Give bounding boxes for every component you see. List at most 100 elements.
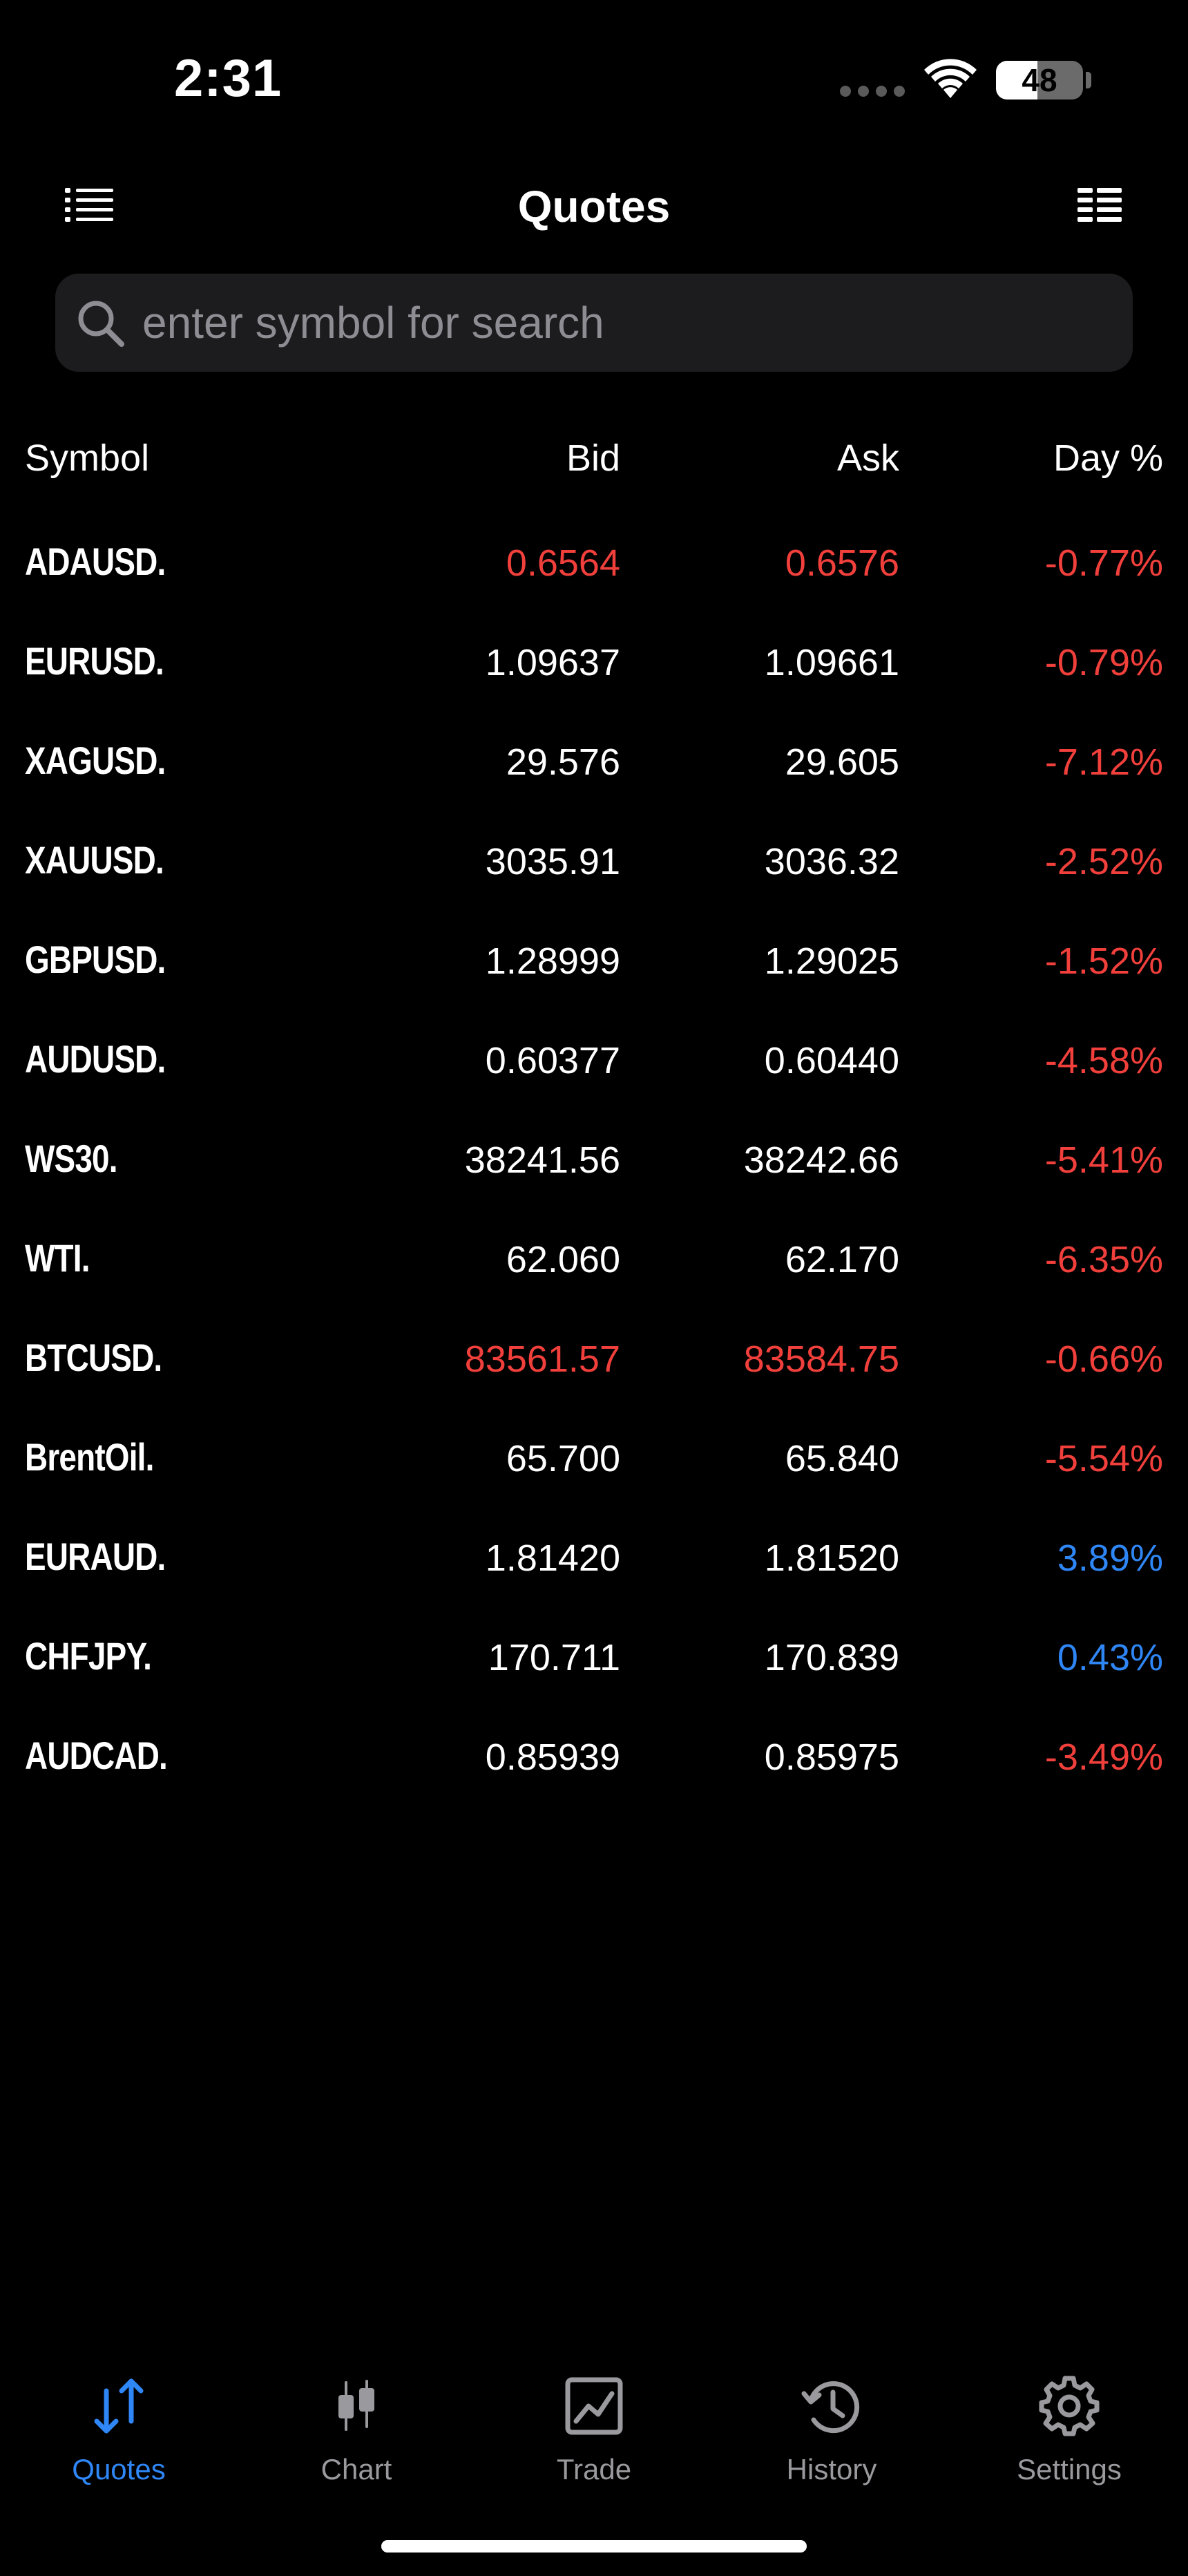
- battery-fill: [996, 61, 1038, 100]
- tab-settings[interactable]: Settings: [950, 2356, 1188, 2508]
- quote-ask: 0.60440: [764, 1040, 899, 1081]
- quote-row[interactable]: ADAUSD. 0.6564 0.6576 -0.77%: [0, 525, 1188, 625]
- quote-row[interactable]: CHFJPY. 170.711 170.839 0.43%: [0, 1620, 1188, 1719]
- tab-label: Quotes: [72, 2453, 166, 2485]
- status-time: 2:31: [174, 49, 282, 108]
- quote-ask: 29.605: [785, 741, 899, 783]
- quote-row[interactable]: AUDUSD. 0.60377 0.60440 -4.58%: [0, 1023, 1188, 1122]
- tab-trade[interactable]: Trade: [475, 2356, 713, 2508]
- quote-day-change: 0.43%: [1057, 1637, 1163, 1678]
- list-icon[interactable]: [61, 184, 116, 232]
- tab-label: History: [786, 2453, 877, 2485]
- battery-nub: [1086, 72, 1091, 88]
- quote-symbol: GBPUSD.: [25, 938, 166, 981]
- tab-bar: Quotes Chart Trade History: [0, 2356, 1188, 2508]
- search-bar[interactable]: [55, 274, 1133, 372]
- tab-history[interactable]: History: [713, 2356, 950, 2508]
- quote-ask: 38242.66: [743, 1139, 899, 1181]
- quote-ask: 62.170: [785, 1239, 899, 1280]
- quote-bid: 65.700: [506, 1438, 620, 1479]
- quote-bid: 3035.91: [485, 841, 620, 882]
- header-symbol[interactable]: Symbol: [25, 437, 150, 479]
- history-clock-icon: [801, 2381, 860, 2434]
- quote-day-change: -4.58%: [1044, 1040, 1163, 1081]
- quote-ask: 1.09661: [764, 642, 899, 683]
- quote-bid: 29.576: [506, 741, 620, 783]
- cellular-signal-icon: [840, 86, 905, 97]
- quote-symbol: XAUUSD.: [25, 838, 164, 882]
- quote-row[interactable]: EURUSD. 1.09637 1.09661 -0.79%: [0, 625, 1188, 724]
- quote-symbol: WTI.: [25, 1236, 90, 1280]
- header-ask[interactable]: Ask: [836, 437, 899, 479]
- quote-day-change: -7.12%: [1044, 741, 1163, 783]
- trade-chart-icon: [565, 2377, 623, 2435]
- quote-bid: 0.6564: [506, 542, 620, 584]
- tab-label: Trade: [556, 2453, 632, 2485]
- tab-label: Settings: [1017, 2453, 1122, 2485]
- tab-label: Chart: [320, 2453, 392, 2485]
- quote-symbol: WS30.: [25, 1137, 118, 1180]
- quote-symbol: BTCUSD.: [25, 1336, 162, 1379]
- quote-row[interactable]: GBPUSD. 1.28999 1.29025 -1.52%: [0, 923, 1188, 1023]
- quote-ask: 3036.32: [764, 841, 899, 882]
- search-input[interactable]: [142, 290, 1109, 355]
- quote-ask: 65.840: [785, 1438, 899, 1479]
- quote-symbol: AUDUSD.: [25, 1037, 166, 1081]
- quote-bid: 1.81420: [485, 1537, 620, 1579]
- tab-quotes[interactable]: Quotes: [0, 2356, 238, 2508]
- quote-row[interactable]: BTCUSD. 83561.57 83584.75 -0.66%: [0, 1321, 1188, 1421]
- quote-bid: 0.85939: [485, 1736, 620, 1778]
- gear-icon: [1039, 2376, 1100, 2436]
- quote-day-change: -0.79%: [1044, 642, 1163, 683]
- quote-row[interactable]: EURAUD. 1.81420 1.81520 3.89%: [0, 1520, 1188, 1620]
- quotes-list: ADAUSD. 0.6564 0.6576 -0.77% EURUSD. 1.0…: [0, 525, 1188, 1819]
- quote-symbol: EURAUD.: [25, 1535, 166, 1578]
- quote-ask: 170.839: [764, 1637, 899, 1678]
- quote-row[interactable]: XAUUSD. 3035.91 3036.32 -2.52%: [0, 824, 1188, 923]
- quote-row[interactable]: BrentOil. 65.700 65.840 -5.54%: [0, 1421, 1188, 1520]
- quote-symbol: ADAUSD.: [25, 540, 166, 583]
- nav-bar: Quotes: [0, 166, 1188, 249]
- candlestick-icon: [338, 2380, 374, 2431]
- quote-bid: 62.060: [506, 1239, 620, 1280]
- quote-bid: 83561.57: [464, 1338, 620, 1380]
- quote-day-change: -5.54%: [1044, 1438, 1163, 1479]
- wifi-icon: [924, 59, 977, 98]
- battery-icon: 48: [996, 61, 1083, 100]
- quote-day-change: 3.89%: [1057, 1537, 1163, 1579]
- page-title: Quotes: [517, 182, 671, 231]
- grid-list-icon[interactable]: [1072, 184, 1127, 232]
- up-down-arrows-icon: [94, 2378, 144, 2434]
- quote-day-change: -0.66%: [1044, 1338, 1163, 1380]
- quote-day-change: -2.52%: [1044, 841, 1163, 882]
- quote-day-change: -0.77%: [1044, 542, 1163, 584]
- quote-row[interactable]: WS30. 38241.56 38242.66 -5.41%: [0, 1122, 1188, 1222]
- quote-ask: 1.29025: [764, 940, 899, 982]
- quotes-table-header: Symbol Bid Ask Day %: [0, 437, 1188, 492]
- quote-day-change: -3.49%: [1044, 1736, 1163, 1778]
- tab-chart[interactable]: Chart: [238, 2356, 475, 2508]
- header-bid[interactable]: Bid: [566, 437, 620, 479]
- quote-ask: 0.85975: [764, 1736, 899, 1778]
- quote-ask: 1.81520: [764, 1537, 899, 1579]
- header-day-percent[interactable]: Day %: [1053, 437, 1163, 479]
- quote-bid: 170.711: [488, 1637, 620, 1678]
- quote-day-change: -5.41%: [1044, 1139, 1163, 1181]
- quote-symbol: EURUSD.: [25, 639, 164, 683]
- quote-bid: 1.28999: [485, 940, 620, 982]
- quote-symbol: BrentOil.: [25, 1435, 154, 1479]
- quote-row[interactable]: WTI. 62.060 62.170 -6.35%: [0, 1222, 1188, 1321]
- quote-day-change: -6.35%: [1044, 1239, 1163, 1280]
- quote-ask: 83584.75: [743, 1338, 899, 1380]
- quote-bid: 1.09637: [485, 642, 620, 683]
- quote-row[interactable]: XAGUSD. 29.576 29.605 -7.12%: [0, 724, 1188, 824]
- home-indicator: [381, 2540, 807, 2553]
- quote-bid: 38241.56: [464, 1139, 620, 1181]
- status-bar: 2:31 48: [0, 0, 1188, 138]
- quote-row[interactable]: AUDCAD. 0.85939 0.85975 -3.49%: [0, 1719, 1188, 1819]
- quote-symbol: AUDCAD.: [25, 1734, 168, 1777]
- quote-symbol: CHFJPY.: [25, 1634, 152, 1678]
- quote-bid: 0.60377: [485, 1040, 620, 1081]
- quote-symbol: XAGUSD.: [25, 739, 166, 782]
- quote-day-change: -1.52%: [1044, 940, 1163, 982]
